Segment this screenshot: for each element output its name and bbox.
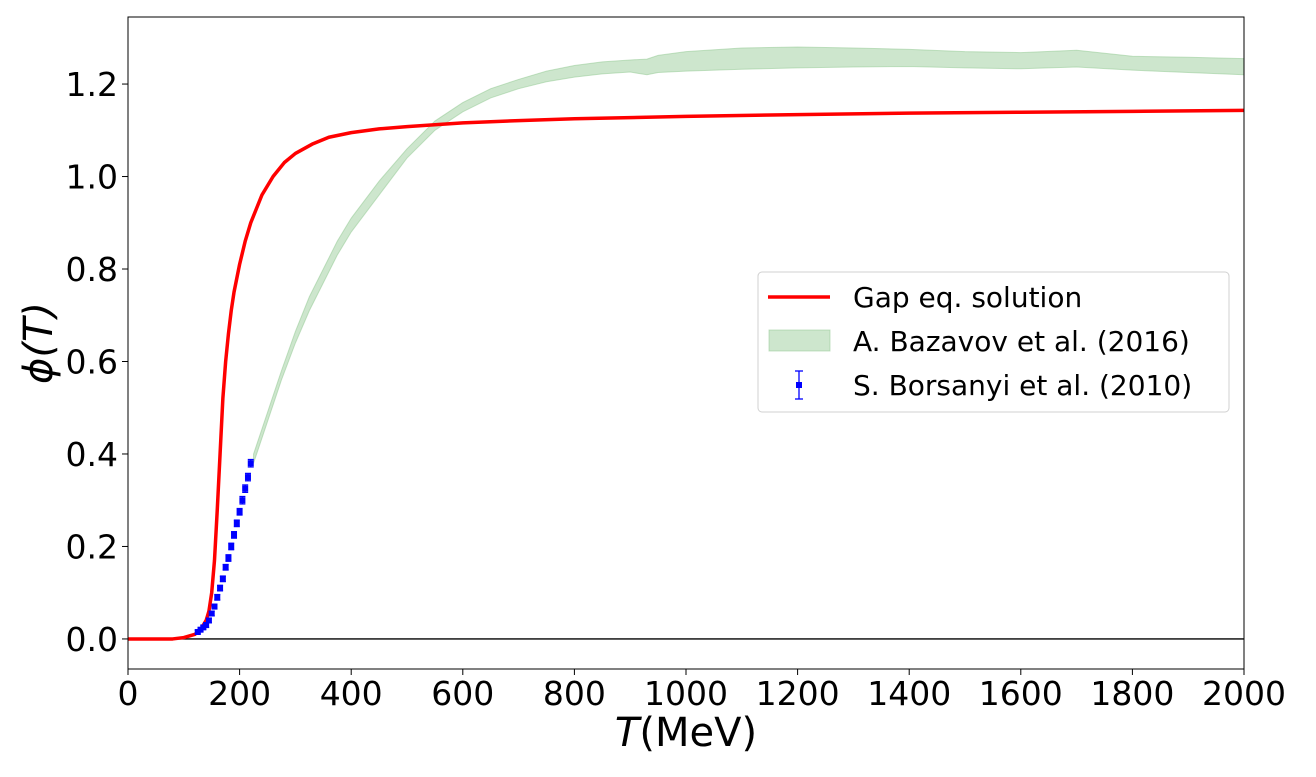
x-tick-label: 1400 [867,674,951,713]
borsanyi-point [203,622,210,629]
legend-entry-gap-eq: Gap eq. solution [853,281,1082,314]
borsanyi-point [205,617,212,624]
borsanyi-point [247,460,254,467]
x-tick-label: 1800 [1090,674,1174,713]
x-tick-label: 1600 [979,674,1063,713]
x-tick-label: 800 [543,674,606,713]
x-tick-label: 2000 [1202,674,1286,713]
plot-area [128,46,1244,641]
borsanyi-point [217,585,224,592]
legend-swatch-bazavov-band [768,329,831,352]
y-tick-label: 0.0 [66,620,118,659]
y-tick-label: 0.4 [66,435,118,474]
x-tick-label: 600 [431,674,494,713]
y-tick-label: 0.6 [66,342,118,381]
legend-swatch-borsanyi-errorbar [795,370,803,400]
borsanyi-point [219,575,226,582]
y-tick-label: 1.2 [66,65,118,104]
x-tick-label: 1000 [644,674,728,713]
x-tick-label: 200 [208,674,271,713]
x-axis-label: T(MeV) [615,710,757,756]
legend: Gap eq. solution A. Bazavov et al. (2016… [757,271,1230,413]
bazavov-band [253,46,1244,464]
borsanyi-point [239,497,246,504]
legend-entry-borsanyi: S. Borsanyi et al. (2010) [853,369,1192,402]
borsanyi-point [222,564,229,571]
x-tick-label: 1200 [756,674,840,713]
y-tick-label: 0.8 [66,250,118,289]
x-tick-label: 0 [118,674,139,713]
borsanyi-point [214,594,221,601]
x-tick-label: 400 [320,674,383,713]
gap-eq-solution-line [128,108,1244,641]
legend-box [757,271,1230,413]
x-axis-label-var: T [615,710,643,756]
borsanyi-point [211,603,218,610]
borsanyi-point [208,610,215,617]
borsanyi-point [231,531,238,538]
borsanyi-point [236,508,243,515]
legend-point [796,382,802,388]
borsanyi-point [228,543,235,550]
x-axis-label-unit: (MeV) [639,710,757,756]
y-tick-label: 1.0 [66,158,118,197]
legend-entry-bazavov: A. Bazavov et al. (2016) [853,325,1190,358]
y-tick-label: 0.2 [66,527,118,566]
y-axis-label: ϕ(T) [16,302,62,384]
borsanyi-point [244,474,251,481]
ticks-layer: 0 200 400 600 800 1000 1200 1400 1600 1800 2000 0.0… [66,65,1286,713]
borsanyi-point [242,485,249,492]
plot-layer [128,46,1244,641]
borsanyi-point [225,555,232,562]
borsanyi-points [194,458,254,636]
borsanyi-point [233,520,240,527]
